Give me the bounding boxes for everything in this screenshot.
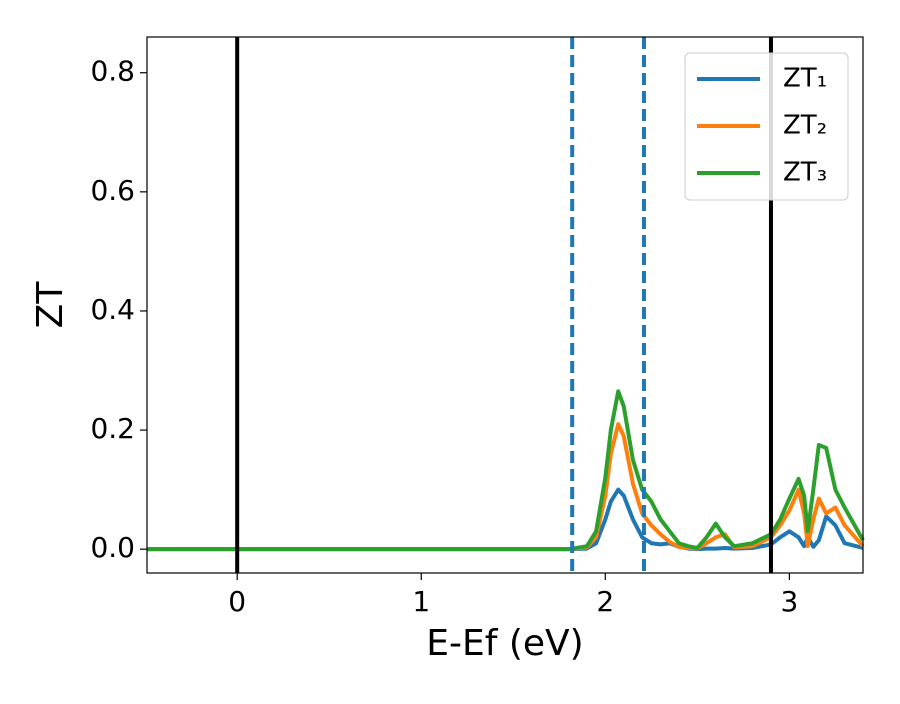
y-axis-label: ZT [30,281,71,329]
series-line [147,389,865,552]
y-tick-label: 0.2 [90,412,135,445]
plot-frame [146,36,864,574]
legend-label: ZT₂ [783,111,827,141]
legend-label: ZT₃ [783,158,827,188]
x-tick-label: 0 [228,585,246,618]
series-line [147,487,864,552]
x-tick-label: 2 [596,585,614,618]
series-line [147,422,865,552]
y-tick-label: 0.4 [90,293,135,326]
y-tick-label: 0.8 [90,55,135,88]
x-tick-label: 1 [412,585,430,618]
legend-label: ZT₁ [783,64,827,94]
legend-box [684,52,849,201]
y-tick-label: 0.0 [90,531,135,564]
y-tick-label: 0.6 [90,174,135,207]
x-axis-label: E-Ef (eV) [426,623,583,664]
x-tick-label: 3 [780,585,798,618]
